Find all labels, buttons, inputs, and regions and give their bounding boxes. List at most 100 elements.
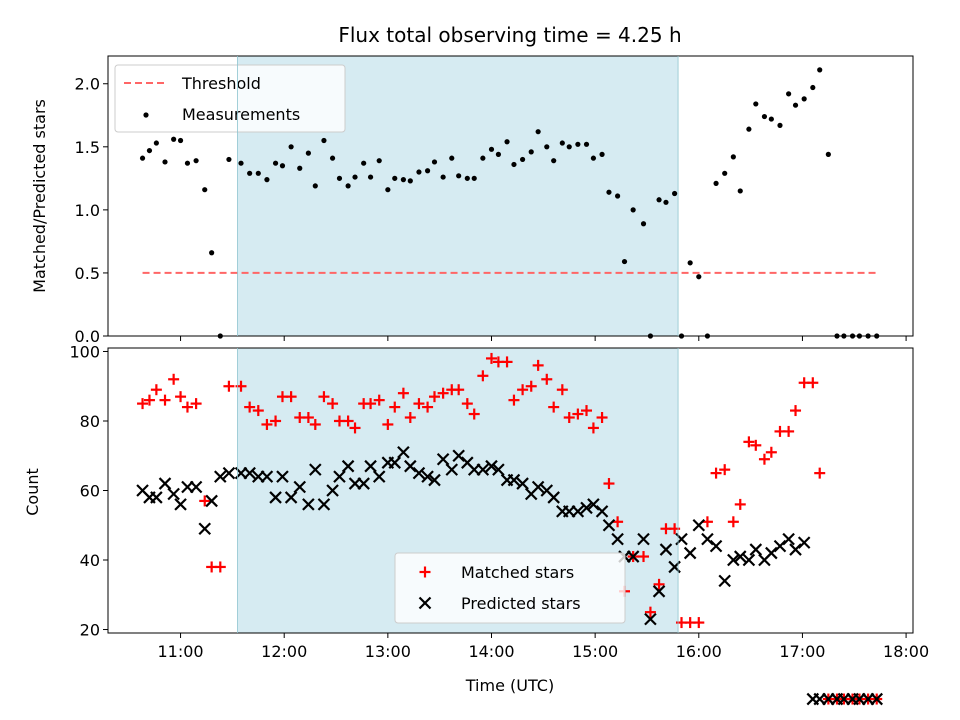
- matched-star-point: [485, 352, 497, 364]
- measurement-point: [352, 174, 358, 180]
- measurement-point: [551, 158, 557, 164]
- predicted-star-point: [797, 536, 811, 549]
- matched-star-point: [693, 617, 705, 629]
- measurement-point: [209, 250, 215, 256]
- predicted-star-point: [626, 550, 640, 563]
- measurement-point: [713, 180, 719, 186]
- bottom-panel: 20 40 60 80 100 11:00 12:00 13:00 14:00 15:00 16:…: [23, 342, 929, 706]
- measurement-point: [488, 146, 495, 152]
- measurement-point: [177, 137, 184, 144]
- measurement-point: [511, 161, 517, 168]
- matched-star-point: [563, 412, 575, 424]
- legend-predicted-label: Predicted stars: [461, 594, 581, 613]
- measurement-point: [746, 126, 752, 132]
- legend-predicted-swatch: [418, 596, 432, 610]
- x-tick-label: 15:00: [572, 642, 618, 661]
- matched-star-point: [644, 606, 656, 618]
- measurement-point: [792, 102, 799, 108]
- y-tick-label: 60: [80, 482, 100, 501]
- predicted-star-point: [412, 466, 426, 480]
- measurement-point: [687, 260, 693, 266]
- matched-star-point: [603, 478, 615, 490]
- measurement-point: [162, 159, 168, 165]
- measurement-point: [288, 144, 294, 150]
- matched-star-point: [734, 498, 746, 510]
- predicted-star-point: [317, 498, 331, 511]
- predicted-star-point: [637, 532, 650, 546]
- top-legend: Threshold Measurements: [114, 64, 346, 133]
- x-tick-label: 12:00: [261, 642, 307, 661]
- top-panel: 0.00.51.01.52.0 Matched/Predicted stars …: [30, 55, 914, 346]
- measurement-point: [153, 140, 159, 146]
- bottom-yticks: 20 40 60 80 100: [69, 342, 108, 640]
- measurement-point: [528, 149, 534, 155]
- measurement-point: [480, 155, 486, 161]
- predicted-star-point: [341, 459, 355, 473]
- matched-star-point: [548, 401, 560, 413]
- predicted-star-point: [150, 491, 163, 504]
- matched-star-point: [517, 384, 529, 396]
- measurement-point: [272, 160, 279, 166]
- matched-star-point: [168, 373, 180, 385]
- matched-star-point: [468, 408, 480, 420]
- predicted-star-point: [428, 473, 441, 487]
- matched-star-point: [556, 384, 568, 396]
- measurement-point: [495, 151, 502, 157]
- predicted-star-point: [357, 477, 370, 490]
- bottom-predicted-points: [136, 445, 884, 706]
- predicted-star-point: [602, 518, 616, 532]
- matched-star-point: [404, 412, 416, 424]
- predicted-star-point: [727, 553, 740, 567]
- bottom-legend: Matched stars Predicted stars: [394, 552, 626, 624]
- predicted-star-point: [644, 612, 657, 626]
- top-y-axis-label: Matched/Predicted stars: [30, 99, 49, 293]
- x-tick-label: 18:00: [883, 642, 929, 661]
- y-tick-label: 1.5: [75, 138, 100, 157]
- predicted-star-point: [284, 491, 298, 504]
- matched-star-point: [437, 387, 449, 399]
- predicted-star-point: [198, 522, 212, 536]
- measurement-point: [504, 139, 510, 145]
- matched-star-point: [710, 467, 722, 479]
- predicted-star-point: [749, 543, 763, 556]
- measurement-point: [329, 155, 336, 161]
- y-tick-label: 0.0: [75, 327, 100, 346]
- measurement-point: [621, 258, 628, 265]
- predicted-star-point: [476, 463, 490, 476]
- measurement-point: [279, 163, 286, 169]
- measurement-point: [440, 174, 446, 180]
- top-xticks: [180, 336, 907, 341]
- measurement-point: [416, 169, 422, 175]
- measurement-point: [737, 188, 743, 194]
- matched-star-point: [261, 418, 273, 430]
- measurement-point: [810, 84, 816, 91]
- measurement-point: [361, 160, 367, 166]
- measurement-point: [312, 183, 318, 189]
- legend-measurements-label: Measurements: [182, 105, 300, 124]
- measurement-point: [400, 177, 406, 183]
- legend-matched-swatch: [419, 566, 431, 578]
- y-tick-label: 20: [80, 621, 100, 640]
- predicted-star-point: [789, 543, 802, 556]
- measurement-point: [786, 91, 792, 97]
- matched-star-point: [727, 516, 739, 528]
- measurement-point: [264, 177, 270, 183]
- predicted-star-point: [652, 585, 666, 598]
- matched-star-point: [190, 398, 202, 410]
- measurement-point: [385, 187, 391, 193]
- predicted-star-point: [260, 470, 274, 483]
- measurement-point: [575, 141, 581, 147]
- predicted-star-point: [782, 532, 795, 546]
- matched-star-point: [807, 377, 819, 389]
- x-tick-label: 14:00: [468, 642, 514, 661]
- measurement-point: [305, 150, 311, 156]
- predicted-star-point: [364, 459, 377, 473]
- measurement-point: [367, 174, 374, 180]
- predicted-star-point: [436, 452, 450, 466]
- matched-star-point: [181, 401, 193, 413]
- measurement-point: [559, 140, 565, 146]
- bottom-legend-frame: [394, 552, 626, 624]
- matched-star-point: [318, 391, 330, 403]
- matched-star-point: [309, 418, 321, 430]
- matched-star-point: [783, 425, 795, 437]
